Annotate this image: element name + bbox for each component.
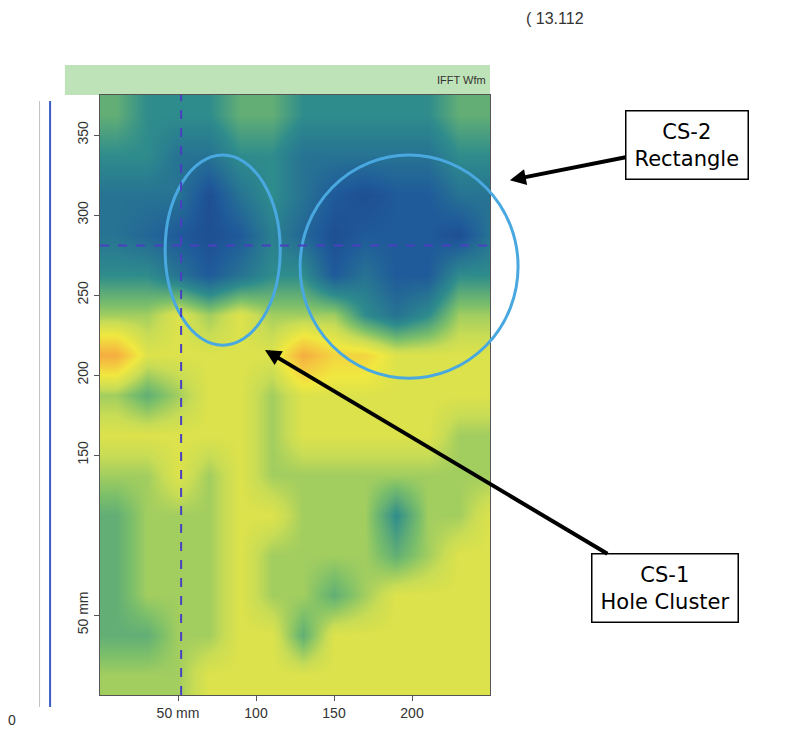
svg-text:CS-1Hole Cluster: CS-1Hole Cluster <box>601 563 730 614</box>
svg-text:50 mm: 50 mm <box>75 592 91 635</box>
svg-text:250: 250 <box>75 281 91 305</box>
svg-text:350: 350 <box>75 121 91 145</box>
svg-text:300: 300 <box>75 201 91 225</box>
svg-text:100: 100 <box>244 705 268 721</box>
svg-text:200: 200 <box>75 361 91 385</box>
svg-text:( 13.112: ( 13.112 <box>526 10 584 27</box>
svg-text:0: 0 <box>8 712 16 728</box>
svg-text:CS-2Rectangle: CS-2Rectangle <box>635 120 740 171</box>
svg-text:50 mm: 50 mm <box>157 705 200 721</box>
svg-text:200: 200 <box>400 705 424 721</box>
svg-text:150: 150 <box>75 441 91 465</box>
svg-text:150: 150 <box>322 705 346 721</box>
svg-text:IFFT Wfm: IFFT Wfm <box>437 74 486 86</box>
